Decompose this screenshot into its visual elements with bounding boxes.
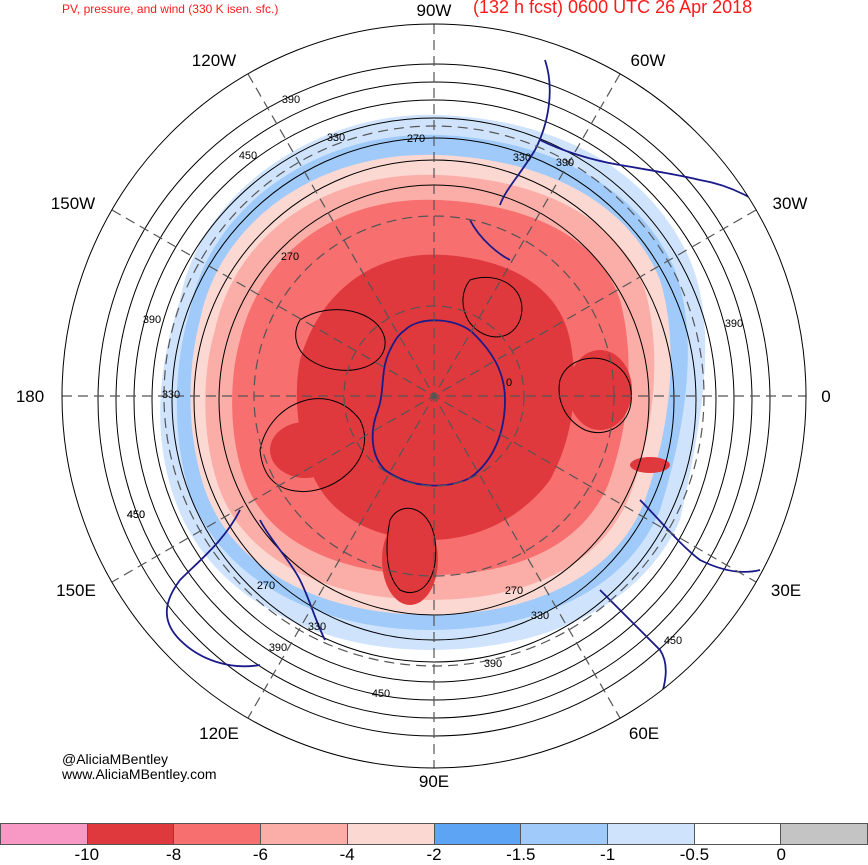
colorbar	[0, 823, 868, 845]
lon-label-120e: 120E	[199, 724, 239, 743]
contour-label: 330	[531, 610, 549, 622]
contour-label: 270	[505, 585, 523, 597]
contour-label: 270	[281, 251, 299, 263]
contour-label: 270	[257, 580, 275, 592]
colorbar-tick-label: 0	[776, 845, 786, 864]
colorbar-box	[780, 823, 868, 845]
contour-label: 270	[407, 133, 425, 145]
colorbar-box	[346, 823, 435, 845]
lon-label-90e: 90E	[418, 772, 450, 791]
lon-label-60w: 60W	[630, 51, 666, 70]
contour-label: 450	[239, 150, 257, 162]
contour-label: 390	[282, 94, 300, 106]
colorbar-box	[433, 823, 522, 845]
colorbar-box	[606, 823, 695, 845]
contour-label: 450	[372, 688, 390, 700]
pv-field: 390 330 270 450 330 390 270 390 330 390 …	[62, 24, 806, 768]
colorbar-tick-label: -2	[426, 845, 442, 864]
coastlines	[165, 59, 781, 701]
map-boundary	[61, 23, 807, 769]
colorbar-box	[173, 823, 262, 845]
colorbar-tick-label: -10	[74, 845, 100, 864]
map-subtitle: PV, pressure, and wind (330 K isen. sfc.…	[62, 2, 279, 16]
contour-label: 330	[162, 389, 180, 401]
pv-max-blob	[270, 422, 340, 478]
contour-label-group: 390 330 270 450 330 390 270 390 330 390 …	[127, 94, 743, 700]
colorbar-tick-label: -1	[600, 845, 616, 864]
colorbar-box	[520, 823, 608, 845]
lon-label-150e: 150E	[56, 581, 96, 600]
contour-label: 450	[664, 635, 682, 647]
contour-label: 330	[513, 152, 531, 164]
lon-label-60e: 60E	[628, 724, 660, 743]
lon-label-150w: 150W	[50, 194, 96, 213]
colorbar-box	[260, 823, 348, 845]
contour-label: 390	[484, 658, 502, 670]
map-title: (132 h fcst) 0600 UTC 26 Apr 2018	[473, 0, 753, 17]
pv-max-blob	[630, 457, 670, 473]
colorbar-box	[693, 823, 782, 845]
colorbar-box	[86, 823, 175, 845]
contour-label: 390	[556, 157, 574, 169]
contour-label: 390	[269, 642, 287, 654]
colorbar-box	[0, 823, 88, 845]
contour-label: 0	[506, 377, 512, 389]
lon-label-30e: 30E	[770, 581, 802, 600]
contour-label: 450	[127, 509, 145, 521]
contour-label: 390	[143, 314, 161, 326]
lon-label-30w: 30W	[772, 194, 808, 213]
lon-label-180: 180	[15, 387, 45, 406]
colorbar-tick-label: -6	[252, 845, 268, 864]
lon-label-0: 0	[821, 387, 831, 406]
colorbar-tick-label: -1.5	[506, 845, 536, 864]
credit-site: www.AliciaMBentley.com	[62, 766, 217, 782]
colorbar-tick-label: -0.5	[679, 845, 710, 864]
pv-max-blob	[568, 350, 632, 430]
contour-label: 330	[308, 621, 326, 633]
colorbar-labels: -10 -8 -6 -4 -2 -1.5 -1 -0.5 0	[0, 845, 868, 865]
lon-label-120w: 120W	[191, 51, 237, 70]
contour-label: 330	[327, 132, 345, 144]
credit-handle: @AliciaMBentley	[62, 751, 169, 767]
pv-max-blob	[382, 515, 438, 605]
colorbar-tick-label: -8	[166, 845, 182, 864]
contour-label: 450	[127, 509, 145, 521]
lon-label-90w: 90W	[416, 1, 452, 20]
contour-label: 390	[725, 318, 743, 330]
graticule	[62, 24, 806, 768]
colorbar-tick-label: -4	[339, 845, 355, 864]
